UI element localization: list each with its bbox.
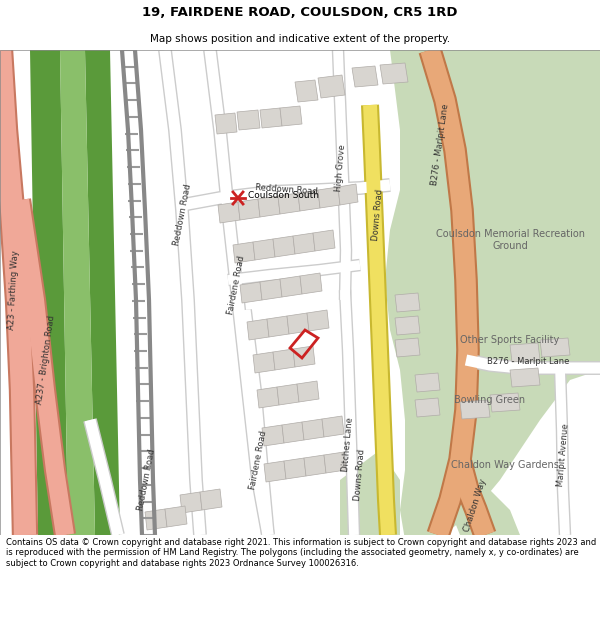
Polygon shape <box>395 293 420 312</box>
Polygon shape <box>324 452 346 473</box>
Text: Chaldon Way: Chaldon Way <box>462 478 488 532</box>
Text: Reddown Road: Reddown Road <box>254 183 317 197</box>
Text: Coulsdon Memorial Recreation
Ground: Coulsdon Memorial Recreation Ground <box>436 229 584 251</box>
Text: Reddown Road: Reddown Road <box>137 448 157 512</box>
Polygon shape <box>258 196 280 217</box>
Polygon shape <box>352 66 378 87</box>
Text: Coulsdon South: Coulsdon South <box>248 191 319 201</box>
Polygon shape <box>307 310 329 331</box>
Polygon shape <box>510 343 540 362</box>
Polygon shape <box>277 384 299 405</box>
Polygon shape <box>385 50 600 540</box>
Text: 19, FAIRDENE ROAD, COULSDON, CR5 1RD: 19, FAIRDENE ROAD, COULSDON, CR5 1RD <box>142 6 458 19</box>
Polygon shape <box>280 106 302 126</box>
Text: High Grove: High Grove <box>334 144 347 192</box>
Polygon shape <box>30 50 68 535</box>
Polygon shape <box>273 349 295 370</box>
Text: A23 - Farthing Way: A23 - Farthing Way <box>7 250 20 330</box>
Polygon shape <box>253 239 275 260</box>
Polygon shape <box>490 393 520 412</box>
Polygon shape <box>280 276 302 297</box>
Polygon shape <box>257 387 279 408</box>
Polygon shape <box>510 368 540 387</box>
Polygon shape <box>273 236 295 257</box>
Text: Chaldon Way Gardens: Chaldon Way Gardens <box>451 460 559 470</box>
Polygon shape <box>395 316 420 335</box>
Polygon shape <box>233 242 255 263</box>
Polygon shape <box>340 450 400 535</box>
Text: B276 - Marlpit Lane: B276 - Marlpit Lane <box>487 357 569 366</box>
Polygon shape <box>247 319 269 340</box>
Polygon shape <box>295 80 318 102</box>
Polygon shape <box>318 187 340 208</box>
Polygon shape <box>322 416 344 437</box>
Polygon shape <box>293 346 315 367</box>
Polygon shape <box>278 193 300 214</box>
Polygon shape <box>415 373 440 392</box>
Polygon shape <box>293 233 315 254</box>
Text: Reddown Road: Reddown Road <box>173 183 193 247</box>
Polygon shape <box>302 419 324 440</box>
Polygon shape <box>318 75 345 98</box>
Polygon shape <box>253 352 275 373</box>
Text: B276 - Marlpit Lane: B276 - Marlpit Lane <box>430 104 450 186</box>
Text: Map shows position and indicative extent of the property.: Map shows position and indicative extent… <box>150 34 450 44</box>
Polygon shape <box>215 113 237 134</box>
Polygon shape <box>237 110 260 130</box>
Text: Marlpit Avenue: Marlpit Avenue <box>556 423 570 487</box>
Text: Other Sports Facility: Other Sports Facility <box>460 335 560 345</box>
Polygon shape <box>282 422 304 443</box>
Polygon shape <box>260 279 282 300</box>
Polygon shape <box>200 489 222 510</box>
Polygon shape <box>238 199 260 220</box>
Polygon shape <box>338 184 358 205</box>
Polygon shape <box>264 461 286 482</box>
Text: Contains OS data © Crown copyright and database right 2021. This information is : Contains OS data © Crown copyright and d… <box>6 538 596 568</box>
Polygon shape <box>298 190 320 211</box>
Polygon shape <box>85 50 120 535</box>
Polygon shape <box>145 509 167 530</box>
Text: Downs Road: Downs Road <box>371 189 385 241</box>
Polygon shape <box>460 400 490 419</box>
Polygon shape <box>180 492 202 513</box>
Polygon shape <box>240 282 262 303</box>
Polygon shape <box>395 338 420 357</box>
Text: Fairdene Road: Fairdene Road <box>226 255 246 315</box>
Polygon shape <box>267 316 289 337</box>
Polygon shape <box>313 230 335 251</box>
Text: Bowling Green: Bowling Green <box>454 395 526 405</box>
Text: Downs Road: Downs Road <box>353 449 367 501</box>
Polygon shape <box>304 455 326 476</box>
Polygon shape <box>165 506 187 527</box>
Polygon shape <box>415 398 440 417</box>
Polygon shape <box>380 63 408 84</box>
Polygon shape <box>60 50 95 535</box>
Polygon shape <box>450 480 520 535</box>
Polygon shape <box>287 313 309 334</box>
Text: A237 - Brighton Road: A237 - Brighton Road <box>35 315 57 405</box>
Text: Ditches Lane: Ditches Lane <box>341 418 355 472</box>
Polygon shape <box>540 338 570 357</box>
Polygon shape <box>297 381 319 402</box>
Polygon shape <box>300 273 322 294</box>
Polygon shape <box>262 425 284 446</box>
Text: Fairdene Road: Fairdene Road <box>248 430 268 490</box>
Polygon shape <box>260 108 282 128</box>
Polygon shape <box>284 458 306 479</box>
Polygon shape <box>218 202 240 223</box>
